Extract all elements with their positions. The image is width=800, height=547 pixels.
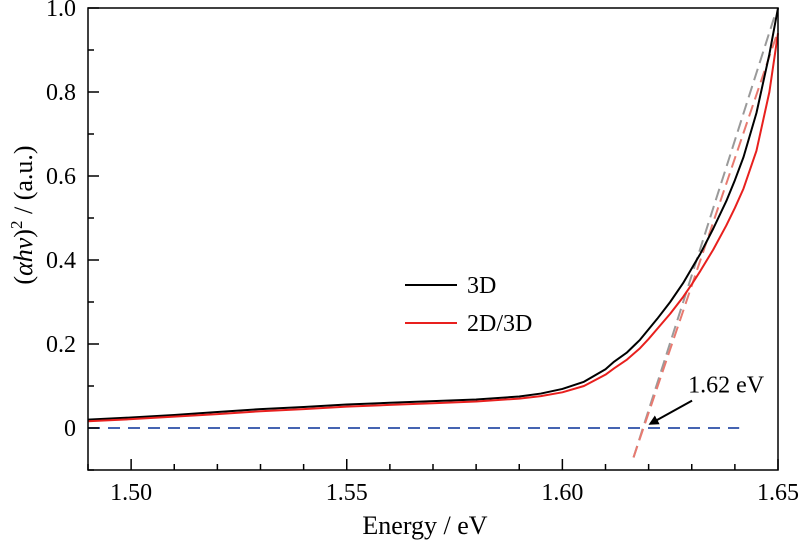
annotation-label: 1.62 eV — [688, 373, 765, 399]
y-axis-title: (αhν)2 / (a.u.) — [7, 145, 38, 284]
y-title-exponent: 2 — [7, 221, 26, 230]
y-title-unit: / (a.u.) — [9, 145, 38, 220]
y-title-close-paren: ) — [9, 229, 38, 238]
x-tick-label: 1.65 — [757, 480, 799, 506]
y-tick-label: 0.2 — [46, 332, 76, 358]
y-title-open-paren: ( — [9, 276, 38, 285]
series-line-2d3d — [87, 33, 779, 423]
y-tick-label: 0.8 — [46, 80, 76, 106]
x-axis-title: Energy / eV — [362, 511, 487, 540]
band-gap-annotation: 1.62 eV — [648, 373, 765, 425]
y-axis-ticks: 0 0.2 0.4 0.6 0.8 1.0 — [46, 0, 99, 471]
y-title-symbol: αhν — [9, 237, 38, 276]
legend-label-2d3d: 2D/3D — [467, 311, 532, 337]
x-tick-label: 1.55 — [326, 480, 368, 506]
legend: 3D 2D/3D — [405, 273, 532, 337]
annotation-arrow — [648, 399, 693, 425]
y-tick-label: 1.0 — [46, 0, 76, 22]
linear-fit-line-1 — [632, 11, 777, 458]
y-tick-label: 0.6 — [46, 164, 76, 190]
y-tick-label: 0 — [64, 416, 76, 442]
series-lines — [87, 7, 779, 423]
x-axis-ticks: 1.50 1.55 1.60 1.65 — [87, 459, 799, 506]
y-tick-label: 0.4 — [46, 248, 76, 274]
x-tick-label: 1.60 — [541, 480, 583, 506]
legend-label-3d: 3D — [467, 273, 496, 299]
x-tick-label: 1.50 — [110, 480, 152, 506]
series-line-3d — [87, 7, 779, 421]
